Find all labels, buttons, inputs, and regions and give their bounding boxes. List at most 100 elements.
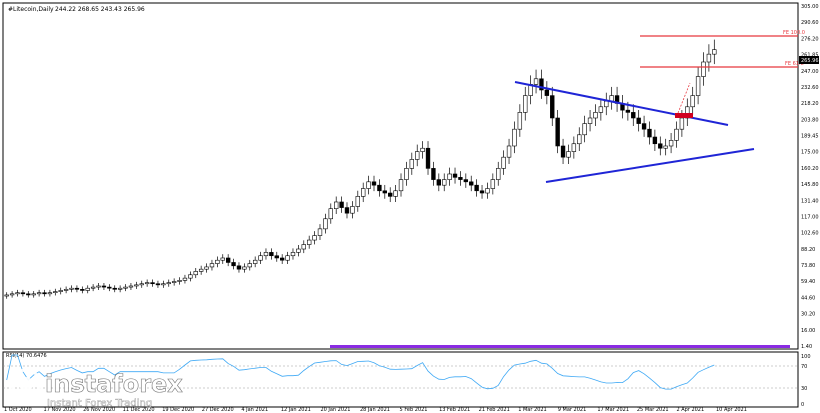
candle-body bbox=[377, 184, 382, 192]
candle-body bbox=[679, 117, 685, 130]
instaforex-logo-icon bbox=[10, 368, 42, 400]
candle-body bbox=[193, 271, 198, 276]
price-tick-label: 1.40 bbox=[801, 344, 812, 350]
price-tick-label: 203.80 bbox=[801, 117, 819, 123]
candle-body bbox=[42, 292, 47, 295]
projection-line bbox=[677, 82, 691, 114]
fib-level-label: FE 61.8 bbox=[785, 61, 804, 67]
price-tick-label: 131.40 bbox=[801, 198, 819, 204]
candle-body bbox=[117, 287, 123, 290]
candle-body bbox=[625, 109, 631, 113]
time-tick-label: 1 Mar 2021 bbox=[518, 407, 547, 413]
price-tick-label: 59.40 bbox=[801, 279, 815, 285]
candle-body bbox=[198, 268, 204, 272]
candle-body bbox=[674, 128, 679, 141]
candle-body bbox=[247, 263, 252, 268]
candle-body bbox=[85, 287, 90, 291]
price-tick-label: 117.00 bbox=[801, 214, 819, 220]
price-tick-label: 276.20 bbox=[801, 36, 819, 42]
candle-body bbox=[474, 184, 479, 192]
candle-body bbox=[31, 293, 36, 296]
rsi-panel-frame bbox=[2, 351, 799, 408]
candle-body bbox=[539, 78, 544, 91]
indicator-band bbox=[330, 345, 790, 348]
candle-body bbox=[361, 188, 366, 197]
price-tick-label: 44.60 bbox=[801, 295, 815, 301]
chart-title: #Litecoin,Daily bbox=[8, 6, 54, 13]
time-tick-label: 5 Feb 2021 bbox=[400, 407, 428, 413]
time-tick-label: 2 Apr 2021 bbox=[676, 407, 704, 413]
candle-body bbox=[188, 274, 193, 279]
candle-body bbox=[182, 277, 188, 281]
time-tick-label: 17 Mar 2021 bbox=[597, 407, 629, 413]
price-tick-label: 16.00 bbox=[801, 328, 815, 334]
candle-body bbox=[258, 255, 263, 261]
candle-body bbox=[9, 293, 15, 296]
candle-body bbox=[139, 283, 144, 286]
candle-body bbox=[144, 282, 150, 285]
candle-body bbox=[161, 283, 166, 286]
candles-group bbox=[4, 39, 717, 299]
candle-body bbox=[134, 284, 139, 287]
time-tick-label: 20 Jan 2021 bbox=[320, 407, 350, 413]
rsi-tick-70: 70 bbox=[801, 364, 807, 370]
candle-body bbox=[63, 289, 69, 291]
candle-body bbox=[706, 53, 712, 63]
time-tick-label: 21 Feb 2021 bbox=[479, 407, 510, 413]
candle-body bbox=[225, 257, 231, 263]
candle-body bbox=[47, 292, 53, 295]
candle-body bbox=[290, 252, 296, 257]
candle-body bbox=[323, 218, 328, 230]
candle-body bbox=[269, 252, 274, 257]
time-tick-label: 25 Mar 2021 bbox=[637, 407, 669, 413]
watermark-brand: instaforex bbox=[45, 370, 183, 398]
time-tick-label: 1 Oct 2020 bbox=[4, 407, 32, 413]
rsi-tick-100: 100 bbox=[801, 354, 811, 360]
candle-body bbox=[593, 112, 598, 119]
candle-body bbox=[447, 173, 452, 180]
candle-body bbox=[171, 281, 177, 283]
price-tick-label: 88.20 bbox=[801, 247, 815, 253]
price-tick-label: 218.20 bbox=[801, 101, 819, 107]
candle-body bbox=[415, 151, 420, 160]
candle-body bbox=[501, 156, 506, 169]
price-tick-label: 145.80 bbox=[801, 182, 819, 188]
candle-body bbox=[442, 179, 447, 186]
candle-body bbox=[69, 287, 74, 290]
candle-body bbox=[469, 181, 474, 186]
candle-body bbox=[20, 292, 26, 295]
candle-body bbox=[604, 100, 609, 108]
time-tick-label: 17 Nov 2020 bbox=[44, 407, 76, 413]
price-tick-label: 189.45 bbox=[801, 134, 819, 140]
candle-body bbox=[112, 287, 117, 290]
candle-body bbox=[566, 151, 571, 158]
candle-body bbox=[317, 228, 323, 236]
candle-body bbox=[155, 283, 161, 286]
time-tick-label: 13 Feb 2021 bbox=[439, 407, 470, 413]
candle-body bbox=[652, 136, 658, 145]
candle-body bbox=[150, 282, 155, 285]
candle-body bbox=[409, 159, 415, 169]
candle-body bbox=[404, 168, 409, 180]
candle-body bbox=[431, 168, 436, 180]
price-tick-label: 290.60 bbox=[801, 20, 819, 26]
candle-body bbox=[177, 280, 182, 282]
rsi-label: RSI(14) 70.6476 bbox=[6, 353, 47, 359]
lower-trendline bbox=[545, 148, 755, 183]
time-tick-label: 27 Dec 2020 bbox=[202, 407, 234, 413]
candle-body bbox=[263, 252, 269, 257]
candle-body bbox=[663, 145, 668, 149]
candle-body bbox=[236, 265, 242, 270]
candle-body bbox=[128, 285, 134, 288]
candle-body bbox=[582, 123, 587, 136]
candle-body bbox=[463, 179, 469, 183]
candle-body bbox=[560, 145, 566, 158]
candle-body bbox=[366, 181, 371, 189]
ohlc-readout: 244.22 268.65 243.43 265.96 bbox=[55, 6, 145, 13]
candle-body bbox=[517, 112, 523, 130]
candle-body bbox=[4, 294, 9, 297]
candle-body bbox=[668, 140, 674, 147]
time-tick-label: 4 Jan 2021 bbox=[241, 407, 268, 413]
candle-body bbox=[296, 248, 301, 253]
price-tick-label: 73.80 bbox=[801, 263, 815, 269]
